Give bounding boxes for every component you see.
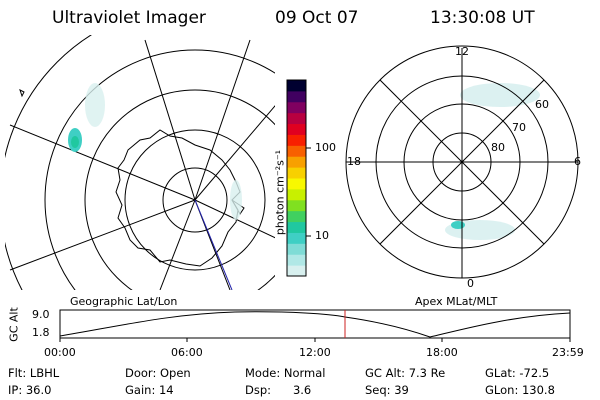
right-panel-caption: Apex MLat/MLT [415,295,498,308]
colorbar-band [287,221,306,233]
date-label: 09 Oct 07 [275,8,359,28]
colorbar-band [287,188,306,201]
info-glat: GLat: -72.5 [485,366,550,380]
info-dsp: Dsp: 3.6 [245,383,312,397]
colorbar-band [287,112,306,125]
colorbar-band [287,178,306,190]
altitude-ytick-min: 1.8 [32,326,50,339]
info-flt: Flt: LBHL [8,366,60,380]
info-ip: IP: 36.0 [8,383,52,397]
altitude-xtick: 00:00 [44,346,76,359]
altitude-curve [59,311,571,338]
polar-map [345,45,579,279]
info-gain: Gain: 14 [125,383,174,397]
altitude-xtick: 06:00 [171,346,203,359]
geographic-map [5,35,275,290]
altitude-ylabel: GC Alt [7,307,21,342]
colorbar-band [287,265,306,277]
altitude-xtick: 23:59 [552,346,584,359]
mlat-label-60: 60 [535,98,549,111]
mlat-label-80: 80 [491,141,505,154]
altitude-xtick: 18:00 [426,346,458,359]
colorbar-band [287,243,306,255]
colorbar-band [287,210,306,223]
mlt-label-0: 0 [467,277,474,290]
mlt-label-12: 12 [455,45,469,58]
colorbar-unit-label: photon cm⁻²s⁻¹ [273,149,287,236]
info-seq: Seq: 39 [365,383,409,397]
altitude-xtick: 12:00 [299,346,331,359]
colorbar-band [287,134,306,146]
info-door: Door: Open [125,366,191,380]
mlt-label-6: 6 [574,155,581,168]
colorbar-tick-100: 100 [315,141,336,154]
mlat-label-70: 70 [512,121,526,134]
colorbar-band [287,232,306,244]
altitude-plot [59,309,571,342]
colorbar-band [287,90,306,103]
colorbar-band [287,80,306,92]
colorbar-band [287,101,306,114]
info-glon: GLon: 130.8 [485,383,555,397]
colorbar-band [287,254,306,266]
time-label: 13:30:08 UT [430,8,535,28]
altitude-ytick-max: 9.0 [32,308,50,321]
colorbar-band [287,156,306,168]
colorbar-band [287,145,306,157]
left-panel-caption: Geographic Lat/Lon [70,295,178,308]
continent-outline [115,129,241,267]
colorbar-band [287,167,306,179]
colorbar [287,80,306,277]
colorbar-band [287,199,306,212]
colorbar-tick-10: 10 [315,229,329,242]
mlt-label-18: 18 [347,155,361,168]
info-gc-alt: GC Alt: 7.3 Re [365,366,446,380]
colorbar-band [287,123,306,135]
info-mode: Mode: Normal [245,366,326,380]
app-title: Ultraviolet Imager [52,8,206,28]
